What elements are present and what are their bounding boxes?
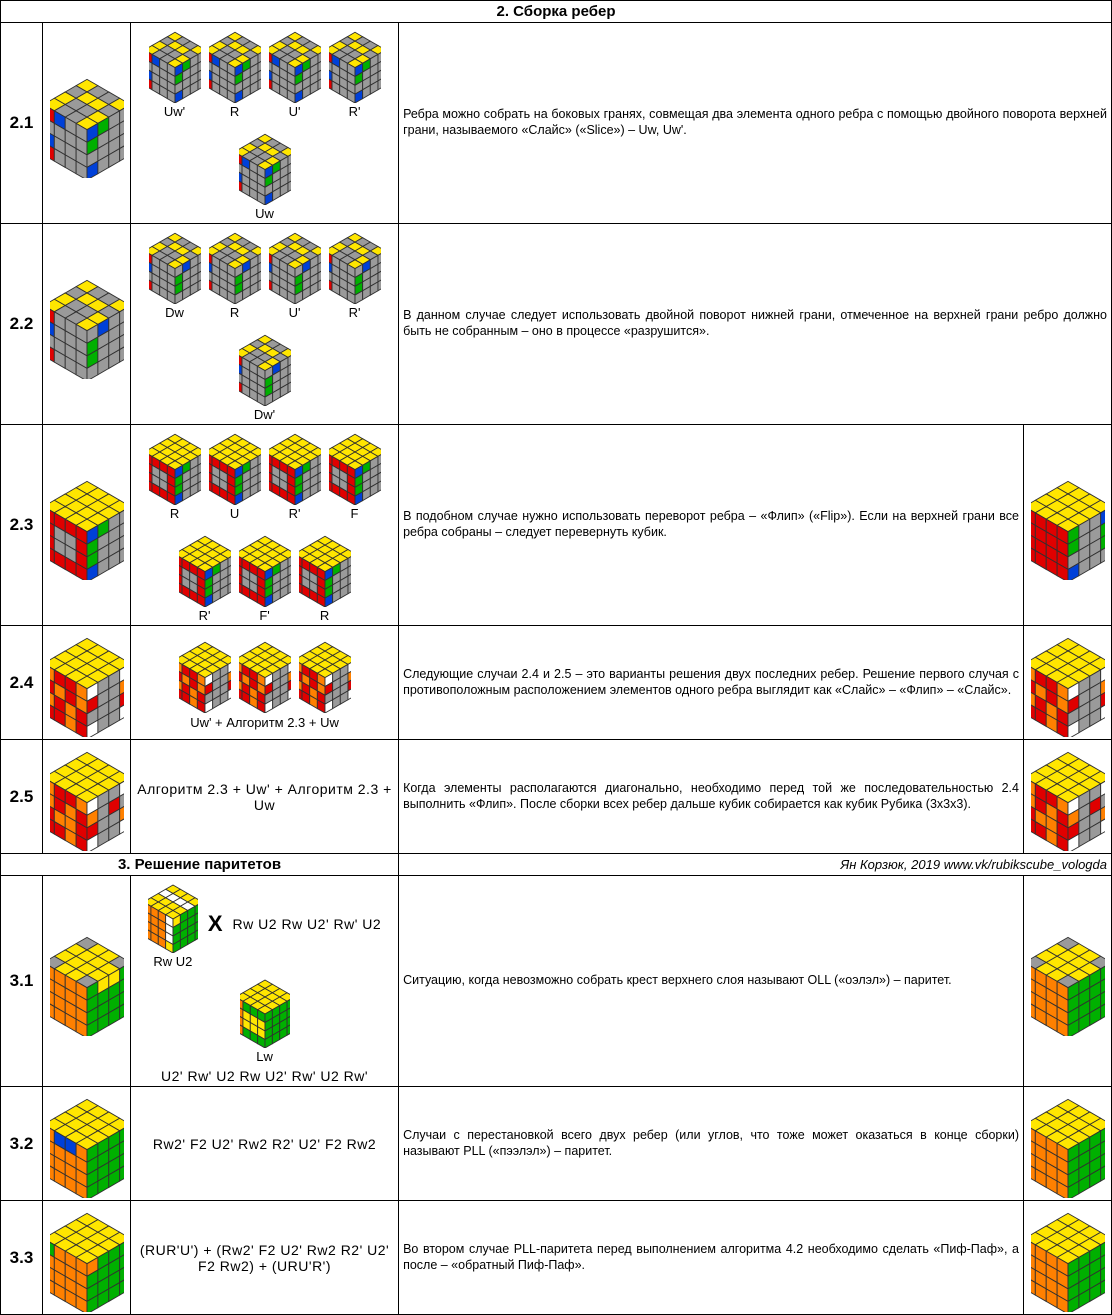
end-cube xyxy=(1024,1087,1112,1201)
start-cube xyxy=(43,224,131,425)
algorithm-cell: DwRU'R' Dw' xyxy=(131,224,399,425)
description: Ситуацию, когда невозможно собрать крест… xyxy=(399,876,1024,1087)
algorithm-cell: Rw U2XRw U2 Rw U2' Rw' U2LwU2' Rw' U2 Rw… xyxy=(131,876,399,1087)
move-step: U xyxy=(209,427,261,521)
algorithm-cell: RUR'FR'F'R xyxy=(131,425,399,626)
row-number: 2.1 xyxy=(1,23,43,224)
row-number: 2.2 xyxy=(1,224,43,425)
description: Во втором случае PLL-паритета перед выпо… xyxy=(399,1201,1024,1315)
move-step: R xyxy=(209,226,261,320)
algo-caption: Алгоритм 2.3 + Uw' + Алгоритм 2.3 + Uw xyxy=(135,781,394,813)
move-step: R' xyxy=(329,226,381,320)
end-cube xyxy=(1024,876,1112,1087)
move-step: R xyxy=(209,25,261,119)
move-step: F xyxy=(329,427,381,521)
start-cube xyxy=(43,740,131,854)
description: Следующие случаи 2.4 и 2.5 – это вариант… xyxy=(399,626,1024,740)
description: В данном случае следует использовать дво… xyxy=(399,224,1112,425)
move-step: Dw xyxy=(149,226,201,320)
algorithm-cell: (RUR'U') + (Rw2' F2 U2' Rw2 R2' U2' F2 R… xyxy=(131,1201,399,1315)
row-number: 2.5 xyxy=(1,740,43,854)
section2-header: 2. Сборка ребер xyxy=(1,1,1112,23)
move-step: Uw' xyxy=(149,25,201,119)
row-number: 2.4 xyxy=(1,626,43,740)
description: В подобном случае нужно использовать пер… xyxy=(399,425,1024,626)
move-step: R xyxy=(299,529,351,623)
row-number: 3.1 xyxy=(1,876,43,1087)
move-step: Dw' xyxy=(239,328,291,422)
move-step: R' xyxy=(269,427,321,521)
move-step: R' xyxy=(179,529,231,623)
row-number: 3.2 xyxy=(1,1087,43,1201)
move-step: U' xyxy=(269,226,321,320)
start-cube xyxy=(43,1087,131,1201)
end-cube xyxy=(1024,1201,1112,1315)
start-cube xyxy=(43,626,131,740)
start-cube xyxy=(43,1201,131,1315)
row-number: 3.3 xyxy=(1,1201,43,1315)
formula: Rw2' F2 U2' Rw2 R2' U2' F2 Rw2 xyxy=(135,1136,394,1152)
start-cube xyxy=(43,23,131,224)
end-cube xyxy=(1024,626,1112,740)
end-cube xyxy=(1024,740,1112,854)
end-cube xyxy=(1024,425,1112,626)
move-step: R' xyxy=(329,25,381,119)
algo-caption: Uw' + Алгоритм 2.3 + Uw xyxy=(135,715,394,730)
description: Когда элементы располагаются диагонально… xyxy=(399,740,1024,854)
algorithm-cell: Алгоритм 2.3 + Uw' + Алгоритм 2.3 + Uw xyxy=(131,740,399,854)
description: Ребра можно собрать на боковых гранях, с… xyxy=(399,23,1112,224)
row-number: 2.3 xyxy=(1,425,43,626)
tutorial-table: 2. Сборка ребер 2.1Uw'RU'R'UwРебра можно… xyxy=(0,0,1112,1315)
section3-header: 3. Решение паритетов xyxy=(1,854,399,876)
start-cube xyxy=(43,425,131,626)
move-step: U' xyxy=(269,25,321,119)
move-step: Uw xyxy=(239,127,291,221)
algorithm-cell: Uw' + Алгоритм 2.3 + Uw xyxy=(131,626,399,740)
credit-line: Ян Корзюк, 2019 www.vk/rubikscube_vologd… xyxy=(399,854,1112,876)
start-cube xyxy=(43,876,131,1087)
algorithm-cell: Uw'RU'R' Uw xyxy=(131,23,399,224)
algorithm-cell: Rw2' F2 U2' Rw2 R2' U2' F2 Rw2 xyxy=(131,1087,399,1201)
move-step: F' xyxy=(239,529,291,623)
move-step: R xyxy=(149,427,201,521)
description: Случаи с перестановкой всего двух ребер … xyxy=(399,1087,1024,1201)
formula: (RUR'U') + (Rw2' F2 U2' Rw2 R2' U2' F2 R… xyxy=(135,1242,394,1274)
